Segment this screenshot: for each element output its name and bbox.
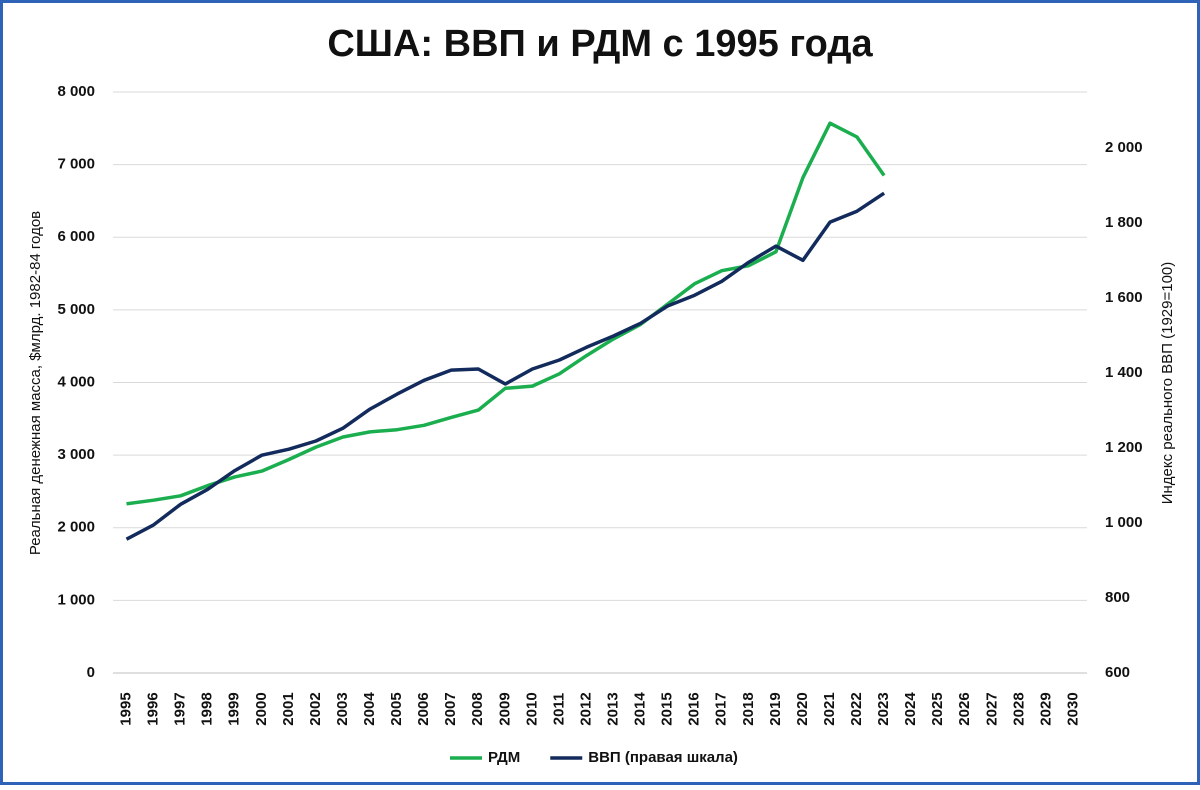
y-tick-label: 5 000 (57, 301, 95, 318)
x-tick-label: 2013 (604, 692, 621, 725)
x-tick-label: 2020 (794, 692, 811, 725)
line-series (126, 121, 886, 506)
chart-title: США: ВВП и РДМ с 1995 года (327, 23, 873, 65)
x-tick-label: 2026 (956, 692, 973, 725)
y-axis-label: Реальная денежная масса, $млрд. 1982-84 … (27, 211, 44, 555)
y2-tick-label: 600 (1105, 664, 1130, 681)
legend-label: ВВП (правая шкала) (588, 749, 738, 766)
y2-tick-label: 1 400 (1105, 364, 1143, 381)
x-tick-label: 2022 (848, 692, 865, 725)
x-tick-label: 2002 (307, 692, 324, 725)
y2-tick-label: 1 600 (1105, 289, 1143, 306)
x-tick-label: 2017 (713, 692, 730, 725)
y2-tick-label: 1 000 (1105, 514, 1143, 531)
x-tick-label: 2014 (632, 692, 649, 726)
y-tick-label: 3 000 (57, 446, 95, 463)
x-tick-label: 2023 (875, 692, 892, 725)
x-tick-label: 2007 (442, 692, 459, 725)
x-tick-label: 1997 (172, 692, 189, 725)
y2-axis-label: Индекс реального ВВП (1929=100) (1159, 262, 1176, 505)
x-tick-label: 1999 (226, 692, 243, 725)
legend-label: РДМ (488, 749, 520, 766)
line-series (125, 191, 886, 541)
x-tick-label: 2027 (983, 692, 1000, 725)
x-tick-label: 2019 (767, 692, 784, 725)
x-tick-label: 2011 (550, 693, 567, 726)
x-tick-label: 2025 (929, 692, 946, 725)
x-tick-label: 2008 (469, 692, 486, 725)
y-tick-label: 2 000 (57, 519, 95, 536)
x-tick-label: 2009 (496, 692, 513, 725)
x-tick-label: 1998 (199, 692, 216, 725)
x-tick-label: 1996 (145, 692, 162, 725)
y2-tick-label: 1 200 (1105, 439, 1143, 456)
x-tick-label: 2005 (388, 692, 405, 725)
x-tick-label: 2016 (686, 692, 703, 725)
x-tick-label: 2018 (740, 692, 757, 725)
x-tick-label: 2006 (415, 692, 432, 725)
x-tick-label: 2003 (334, 692, 351, 725)
x-tick-label: 2015 (659, 692, 676, 725)
x-tick-label: 2030 (1064, 692, 1081, 725)
x-tick-label: 2029 (1037, 692, 1054, 725)
y-tick-label: 6 000 (57, 228, 95, 245)
x-tick-label: 2012 (577, 692, 594, 725)
y-tick-label: 4 000 (57, 373, 95, 390)
x-tick-label: 1995 (117, 692, 134, 725)
x-tick-label: 2021 (821, 692, 838, 725)
y-tick-label: 8 000 (57, 83, 95, 100)
y2-tick-label: 800 (1105, 589, 1130, 606)
x-tick-label: 2004 (361, 692, 378, 726)
x-tick-label: 2024 (902, 692, 919, 726)
y-tick-label: 7 000 (57, 156, 95, 173)
x-tick-label: 2010 (523, 692, 540, 725)
y2-tick-label: 1 800 (1105, 214, 1143, 231)
y-tick-label: 0 (87, 664, 95, 681)
x-tick-label: 2028 (1010, 692, 1027, 725)
y2-tick-label: 2 000 (1105, 139, 1143, 156)
x-tick-label: 2000 (253, 692, 270, 725)
x-tick-label: 2001 (280, 692, 297, 725)
y-tick-label: 1 000 (57, 591, 95, 608)
